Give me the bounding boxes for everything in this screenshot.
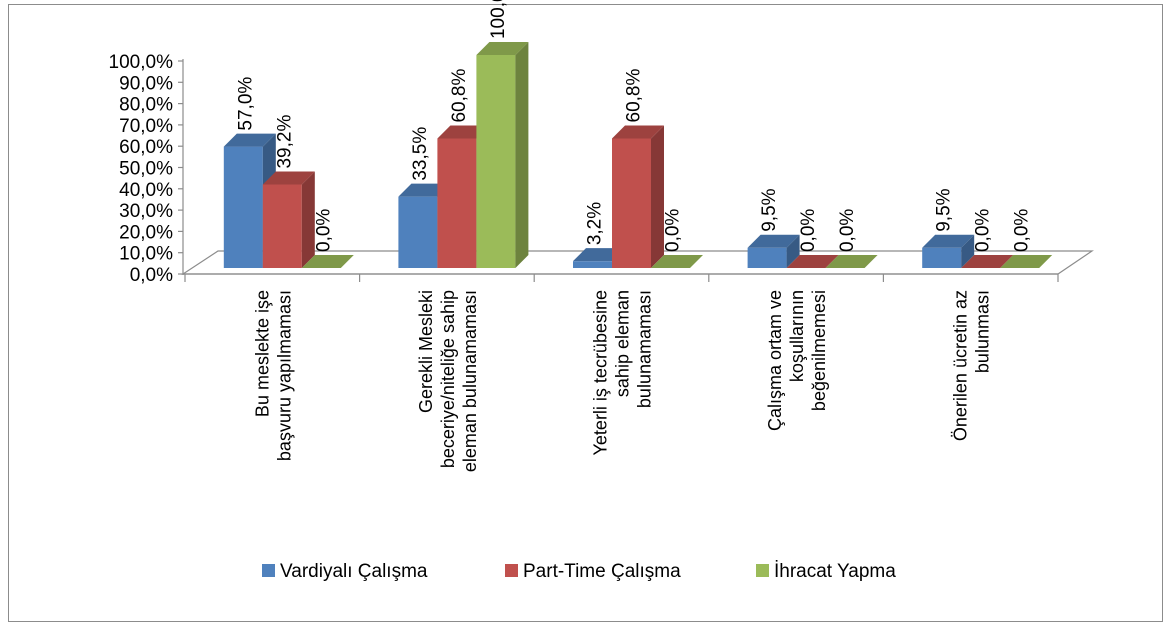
bar-2-0 — [301, 255, 354, 268]
bar-0-4 — [922, 234, 975, 268]
category-label-line: bulunması — [973, 290, 993, 373]
bar-front — [398, 196, 438, 268]
bar-1-4 — [961, 255, 1014, 268]
bar-2-2 — [651, 255, 703, 268]
y-tick-label: 90,0% — [119, 73, 173, 94]
y-tick-label: 10,0% — [119, 244, 173, 265]
data-label: 100,0% — [488, 0, 509, 39]
data-labels: 57,0% 33,5% 3,2% 9,5% 9,5% 39,2% 60,8% 60,8% 0,0… — [235, 0, 1032, 252]
bar-top — [301, 255, 354, 268]
y-tick-label: 0,0% — [130, 265, 173, 286]
bar-2-1 — [476, 42, 529, 268]
legend-swatch — [262, 564, 275, 577]
category-label: Yeterli iş tecrübesine sahip eleman buluna… — [591, 290, 655, 455]
bar-1-3 — [786, 255, 839, 268]
legend: Vardiyalı Çalışma Part-Time Çalışma İhraca… — [262, 561, 896, 582]
bar-top — [612, 125, 664, 139]
bar-2-3 — [825, 255, 878, 268]
bar-side — [786, 234, 800, 268]
bar-1-2 — [612, 125, 664, 268]
y-tick-label: 60,0% — [119, 137, 173, 158]
data-label: 60,8% — [449, 69, 470, 123]
legend-item: İhracat Yapma — [756, 561, 896, 582]
legend-label: Part-Time Çalışma — [523, 561, 681, 582]
data-label: 0,0% — [663, 209, 684, 252]
data-label: 0,0% — [798, 209, 819, 252]
category-label-line: beceriye/niteliğe sahip — [438, 290, 458, 468]
bar-front — [747, 247, 787, 268]
bar-front — [437, 138, 477, 268]
bar-front — [612, 138, 651, 268]
category-label: Önerilen ücretin az bulunması — [951, 290, 993, 441]
legend-item: Part-Time Çalışma — [505, 561, 681, 582]
category-label-line: koşullarının — [787, 290, 807, 382]
category-label-line: Çalışma ortam ve — [765, 290, 785, 431]
bar-front — [223, 146, 263, 268]
chart-frame — [8, 4, 1163, 622]
y-tick-label: 100,0% — [109, 52, 174, 73]
category-label-line: sahip eleman — [613, 290, 633, 397]
legend-label: Vardiyalı Çalışma — [280, 561, 428, 582]
data-label: 0,0% — [837, 209, 858, 252]
data-label: 0,0% — [1012, 209, 1033, 252]
category-label: Bu meslekte işe başvuru yapılmaması — [252, 290, 294, 461]
category-label-line: Yeterli iş tecrübesine — [591, 290, 611, 455]
category-label-line: bulunamaması — [635, 290, 655, 408]
bar-side — [515, 42, 529, 268]
category-label-line: başvuru yapılmaması — [274, 290, 294, 461]
category-label: Çalışma ortam ve koşullarının beğenilmemes… — [765, 290, 829, 431]
category-labels: Bu meslekte işe başvuru yapılmaması Gerekl… — [252, 290, 992, 472]
bars — [223, 42, 1053, 268]
bar-front — [262, 184, 302, 268]
bar-top — [825, 255, 878, 268]
y-tick-label: 50,0% — [119, 159, 173, 180]
bar-top — [961, 255, 1014, 268]
legend-item: Vardiyalı Çalışma — [262, 561, 428, 582]
bar-top — [476, 42, 529, 55]
category-label-line: Gerekli Mesleki — [416, 290, 436, 413]
bar-top — [747, 234, 800, 248]
bar-front — [573, 261, 612, 268]
data-label: 39,2% — [274, 115, 295, 169]
category-label: Gerekli Mesleki beceriye/niteliğe sahip el… — [416, 290, 480, 472]
data-label: 57,0% — [235, 77, 256, 131]
bar-2-4 — [1000, 255, 1053, 268]
bar-top — [223, 133, 276, 147]
category-label-line: beğenilmemesi — [809, 290, 829, 411]
legend-swatch — [756, 564, 769, 577]
bar-front — [922, 247, 962, 268]
bar-top — [786, 255, 839, 268]
bar-0-3 — [747, 234, 800, 268]
category-label-line: Önerilen ücretin az — [951, 290, 971, 441]
bar-top — [1000, 255, 1053, 268]
bar-1-0 — [262, 171, 315, 268]
legend-label: İhracat Yapma — [774, 561, 896, 582]
bar-top — [651, 255, 703, 268]
data-label: 9,5% — [759, 188, 780, 231]
legend-swatch — [505, 564, 518, 577]
bar-side — [651, 125, 664, 268]
data-label: 9,5% — [934, 188, 955, 231]
bar-front — [476, 55, 516, 268]
data-label: 33,5% — [410, 127, 431, 181]
category-label-line: eleman bulunamaması — [460, 290, 480, 472]
y-tick-label: 80,0% — [119, 95, 173, 116]
data-label: 60,8% — [624, 69, 645, 123]
y-tick-label: 30,0% — [119, 201, 173, 222]
y-tick-label: 20,0% — [119, 222, 173, 243]
bar-side — [961, 234, 975, 268]
axes: 0,0%10,0%20,0%30,0%40,0%50,0%60,0%70,0%8… — [109, 52, 1059, 286]
data-label: 3,2% — [585, 202, 606, 245]
data-label: 0,0% — [973, 209, 994, 252]
data-label: 0,0% — [313, 209, 334, 252]
bar-top — [922, 234, 975, 248]
bar-side — [301, 171, 315, 268]
category-label-line: Bu meslekte işe — [252, 290, 272, 417]
y-tick-label: 40,0% — [119, 180, 173, 201]
bar-top — [262, 171, 315, 185]
y-tick-label: 70,0% — [119, 116, 173, 137]
